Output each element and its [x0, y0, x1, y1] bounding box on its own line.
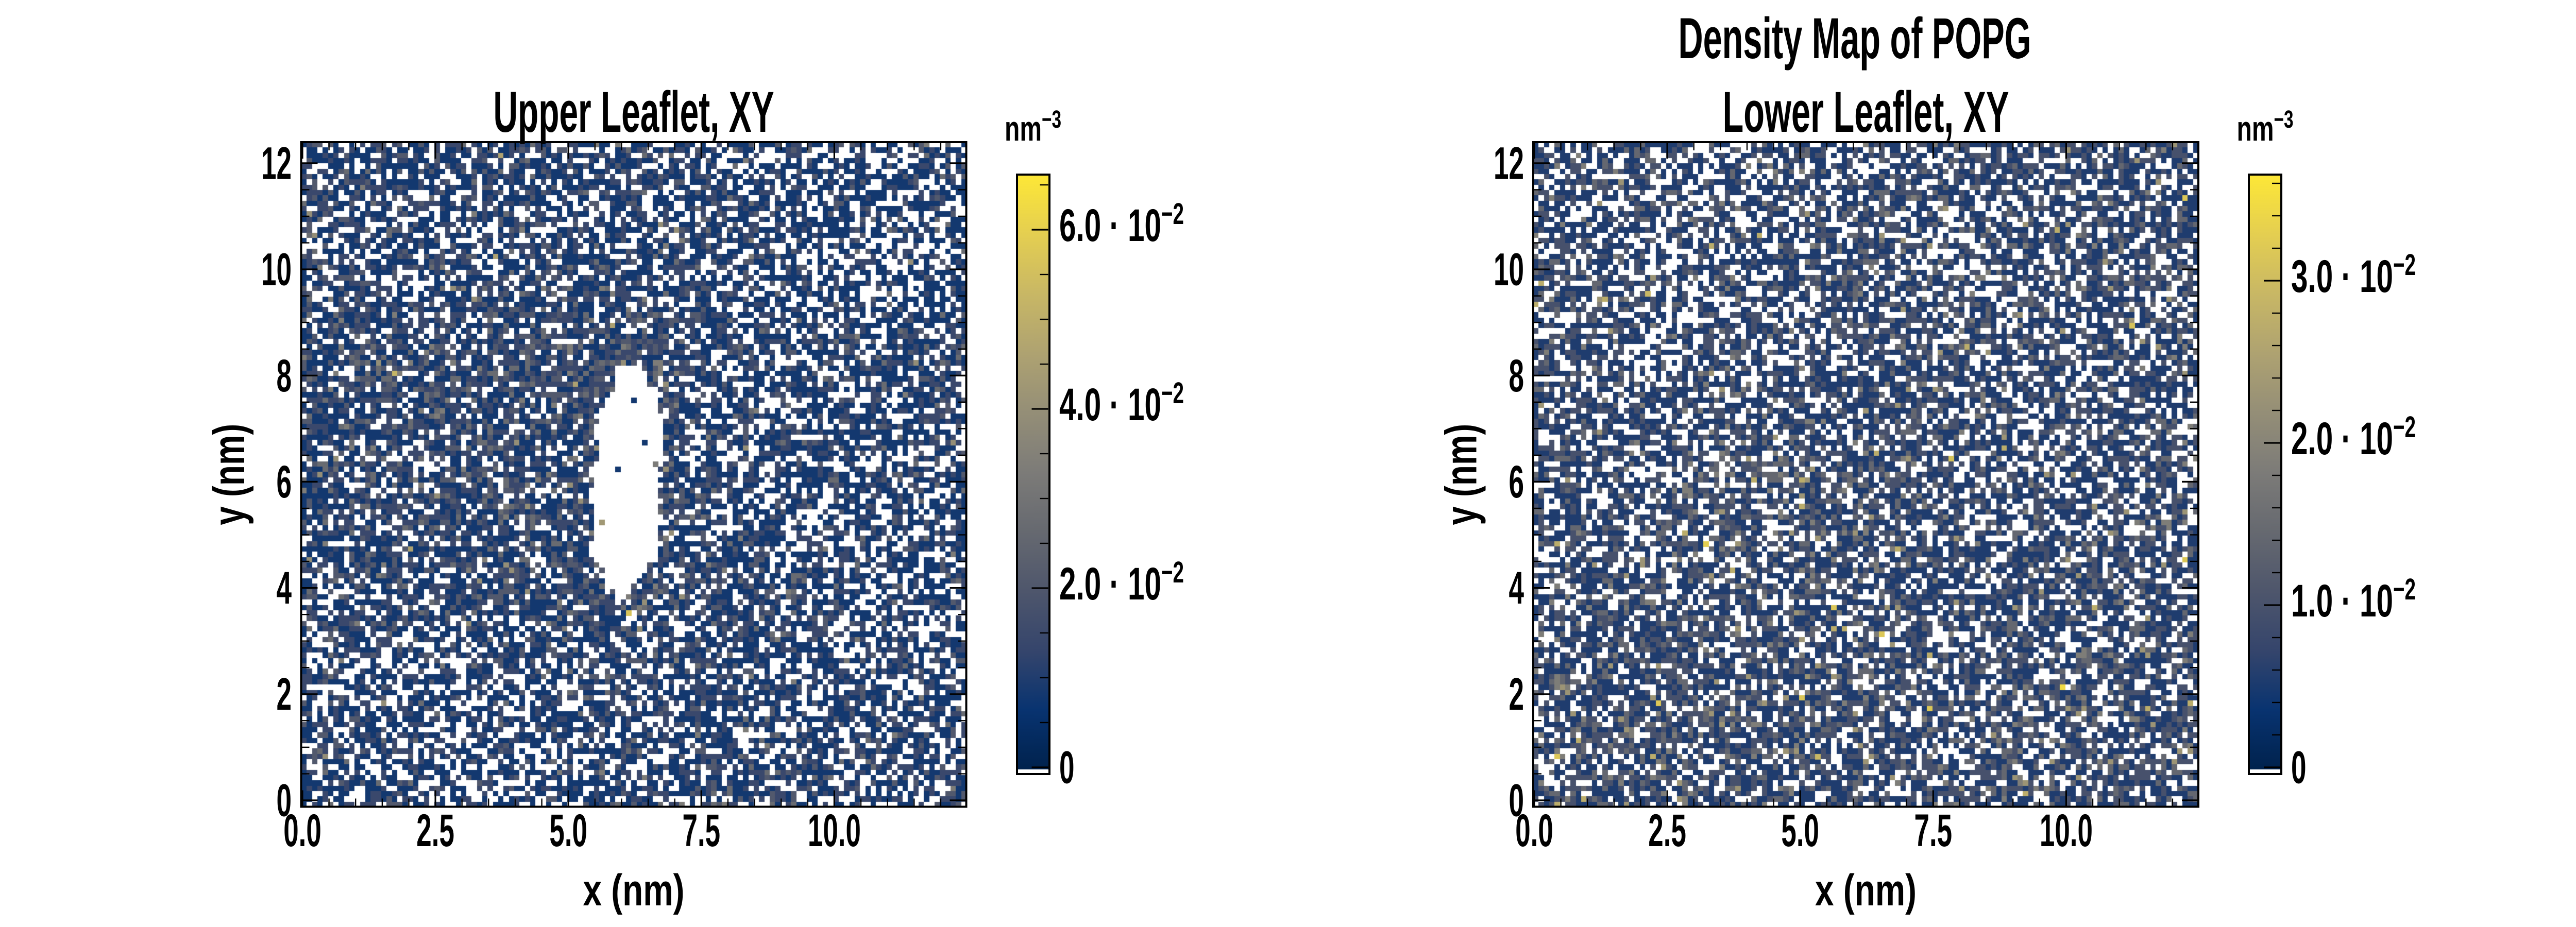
svg-text:10: 10 — [261, 244, 292, 295]
svg-text:x (nm): x (nm) — [583, 866, 685, 915]
svg-text:8: 8 — [277, 350, 292, 401]
svg-text:4.0 · 10−2: 4.0 · 10−2 — [1059, 376, 1184, 430]
svg-text:7.5: 7.5 — [683, 804, 721, 856]
svg-text:1.0 · 10−2: 1.0 · 10−2 — [2291, 573, 2416, 626]
svg-text:12: 12 — [261, 137, 292, 188]
svg-text:0: 0 — [1059, 742, 1075, 793]
svg-text:nm−3: nm−3 — [1005, 106, 1061, 148]
svg-text:Lower Leaflet, XY: Lower Leaflet, XY — [1723, 80, 2009, 144]
svg-text:6: 6 — [1509, 456, 1524, 507]
svg-text:0: 0 — [2291, 742, 2307, 793]
svg-text:y (nm): y (nm) — [1437, 424, 1486, 525]
svg-text:10.0: 10.0 — [2040, 804, 2093, 856]
svg-text:7.5: 7.5 — [1914, 804, 1953, 856]
svg-text:2.5: 2.5 — [1648, 804, 1686, 856]
svg-text:4: 4 — [1509, 562, 1524, 613]
svg-text:Upper Leaflet, XY: Upper Leaflet, XY — [494, 80, 774, 144]
svg-text:0: 0 — [1509, 775, 1524, 826]
svg-text:2: 2 — [277, 668, 292, 719]
svg-text:0.0: 0.0 — [1515, 804, 1553, 856]
svg-text:0: 0 — [277, 775, 292, 826]
svg-text:12: 12 — [1494, 137, 1524, 188]
svg-text:2.0 · 10−2: 2.0 · 10−2 — [2291, 410, 2416, 464]
svg-text:2.0 · 10−2: 2.0 · 10−2 — [1059, 556, 1184, 609]
svg-text:4: 4 — [277, 562, 292, 613]
svg-text:2: 2 — [1509, 668, 1524, 719]
svg-text:8: 8 — [1509, 350, 1524, 401]
svg-text:Density Map of POPG: Density Map of POPG — [1679, 6, 2031, 71]
svg-text:10.0: 10.0 — [808, 804, 861, 856]
svg-text:5.0: 5.0 — [549, 804, 587, 856]
svg-text:y (nm): y (nm) — [205, 424, 254, 525]
svg-text:5.0: 5.0 — [1781, 804, 1819, 856]
svg-text:0.0: 0.0 — [283, 804, 321, 856]
svg-text:10: 10 — [1494, 244, 1524, 295]
svg-text:nm−3: nm−3 — [2237, 106, 2294, 148]
svg-text:6.0 · 10−2: 6.0 · 10−2 — [1059, 197, 1184, 251]
svg-text:3.0 · 10−2: 3.0 · 10−2 — [2291, 248, 2416, 302]
svg-text:6: 6 — [277, 456, 292, 507]
svg-text:2.5: 2.5 — [416, 804, 454, 856]
svg-text:x (nm): x (nm) — [1815, 866, 1917, 915]
